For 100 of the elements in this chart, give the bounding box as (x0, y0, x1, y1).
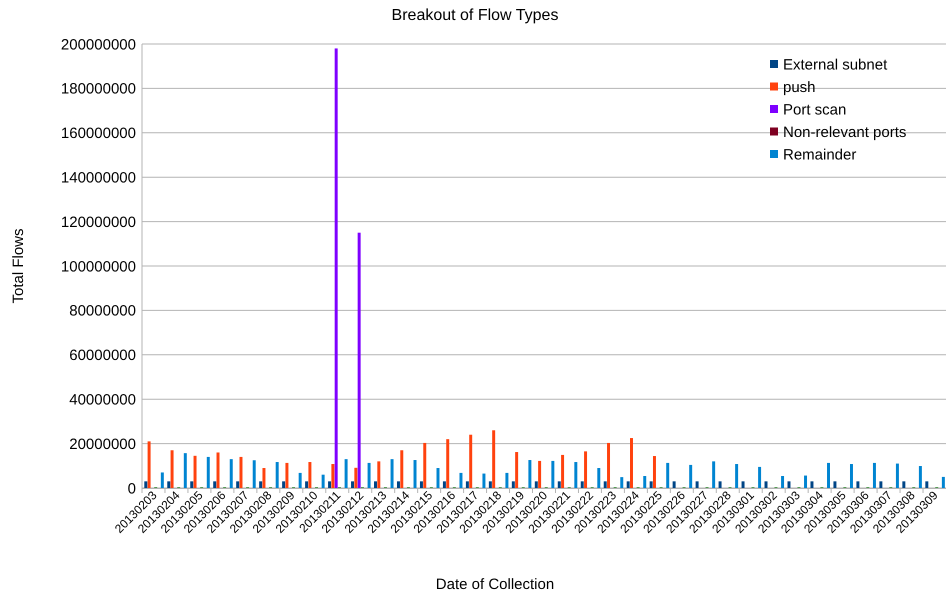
chart-title: Breakout of Flow Types (392, 7, 558, 24)
bar (896, 464, 899, 488)
y-tick-label: 200000000 (60, 36, 136, 54)
bar (718, 481, 722, 488)
bar (666, 462, 670, 488)
bar (626, 481, 630, 488)
bar (469, 434, 472, 488)
bar (781, 476, 784, 488)
bar (538, 460, 542, 488)
legend-label: Port scan (783, 101, 846, 118)
y-tick-label: 0 (128, 480, 136, 498)
bar (561, 454, 564, 488)
y-tick-label: 80000000 (69, 302, 136, 320)
bar (374, 481, 377, 488)
bar (368, 462, 371, 488)
bar (213, 481, 216, 488)
bar (351, 481, 354, 488)
bar (918, 466, 922, 488)
bar (856, 481, 860, 488)
bar (420, 481, 423, 488)
bar (354, 468, 358, 488)
bar (446, 439, 450, 488)
y-tick-label: 60000000 (69, 347, 136, 364)
bar (239, 456, 242, 488)
bar (488, 481, 492, 488)
bar (276, 462, 279, 488)
bar (810, 481, 814, 488)
bar (414, 460, 417, 488)
bar (206, 456, 210, 488)
bar (712, 461, 716, 488)
bar (390, 459, 394, 488)
bar (879, 481, 882, 488)
bar (672, 481, 676, 488)
bar (607, 442, 610, 488)
y-tick-label: 160000000 (60, 125, 136, 142)
bar (764, 481, 768, 488)
bar (148, 441, 151, 488)
bar (574, 462, 578, 488)
bar (758, 466, 762, 488)
bar (252, 460, 256, 488)
bar (344, 459, 348, 488)
legend-label: push (783, 78, 816, 96)
bar (902, 481, 906, 488)
bar (358, 232, 361, 488)
bar (558, 481, 561, 488)
bar (804, 476, 808, 488)
bar (742, 481, 745, 488)
bar (850, 464, 853, 488)
bar (236, 481, 240, 488)
bar (505, 472, 508, 488)
bar (282, 481, 286, 488)
bar (285, 462, 288, 488)
bar (584, 451, 588, 488)
bar (308, 462, 312, 488)
bar (328, 481, 332, 488)
y-tick-label: 40000000 (69, 391, 136, 408)
bar (515, 452, 518, 488)
bar (377, 461, 380, 488)
bar (194, 456, 197, 488)
legend-label: Non-relevant ports (783, 124, 906, 141)
y-axis-title: Total Flows (10, 228, 27, 304)
bar (597, 468, 600, 488)
bar (298, 472, 302, 488)
bar (305, 481, 308, 488)
bar (696, 481, 699, 488)
bar (650, 481, 653, 488)
bar (652, 456, 656, 488)
y-tick-label: 180000000 (60, 80, 136, 98)
bar (630, 438, 633, 488)
bar (262, 468, 266, 488)
bar (872, 462, 876, 488)
bar (322, 474, 325, 488)
bar (466, 481, 469, 488)
x-axis-title: Date of Collection (436, 576, 554, 593)
legend-label: External subnet (783, 56, 888, 74)
bar (833, 481, 836, 488)
y-tick-label: 140000000 (60, 169, 136, 186)
bar (512, 481, 515, 488)
bar (534, 481, 538, 488)
bar (184, 453, 187, 488)
bar (482, 474, 486, 488)
bar (144, 481, 148, 488)
bar (925, 481, 928, 488)
bar (643, 476, 646, 488)
bar (827, 462, 830, 488)
bar (190, 481, 194, 488)
bar (331, 464, 334, 488)
bar (787, 481, 790, 488)
bar (551, 460, 554, 488)
bar (689, 464, 692, 488)
bar (396, 481, 400, 488)
bar (735, 464, 738, 488)
y-tick-label: 20000000 (69, 436, 136, 453)
bar (604, 481, 607, 488)
y-tick-label: 100000000 (60, 258, 136, 276)
bar (400, 450, 404, 488)
bar (170, 450, 174, 488)
bar (334, 48, 338, 488)
legend-label: Remainder (783, 146, 856, 164)
bar (942, 476, 945, 488)
